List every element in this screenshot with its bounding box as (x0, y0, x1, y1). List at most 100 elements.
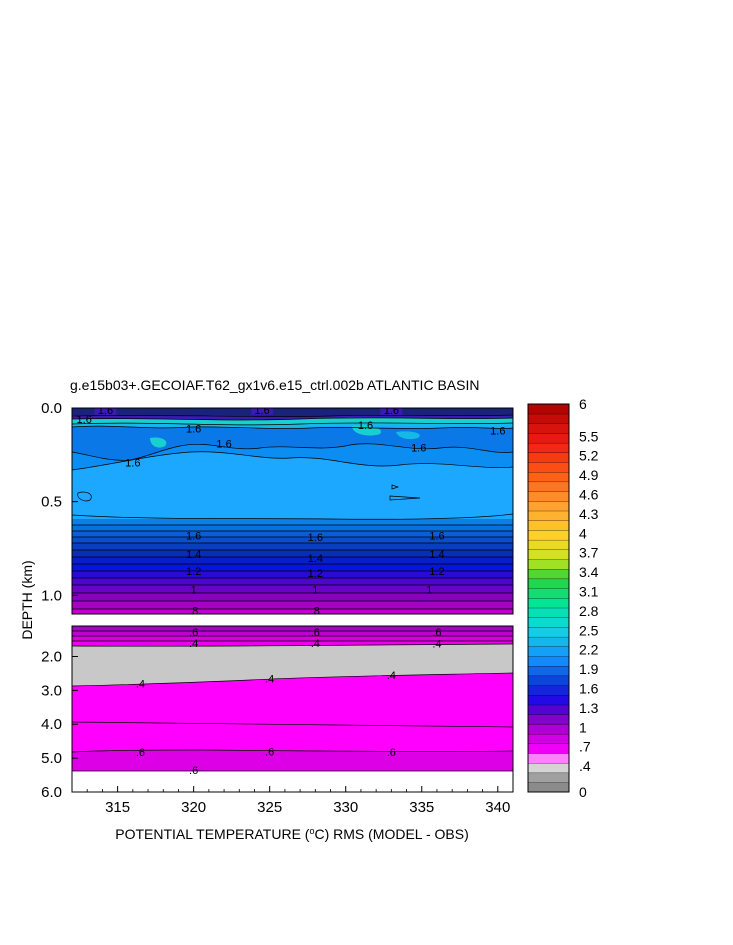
lower-panel: .6.6.6.4.4.4.4.4.4.6.6.6.6 (72, 626, 513, 792)
colorbar-swatch (527, 462, 570, 473)
band-1.55 (72, 531, 513, 537)
y-tick-label: 1.0 (41, 587, 62, 604)
colorbar-swatch (527, 491, 570, 502)
colorbar-swatch (527, 423, 570, 434)
lower-panel-frame (71, 625, 514, 793)
contour-label: 1.6 (308, 532, 323, 544)
colorbar-swatch (527, 743, 570, 754)
upper-panel: 1.6 1.6 1.6 1.6 1.6 1.6 1.6 1.6 1.6 1.6 1.6 1.6 1.6 1… (72, 405, 513, 614)
colorbar-swatch (527, 723, 570, 735)
colorbar-swatch (527, 403, 570, 415)
y-tick-label: 5.0 (41, 750, 62, 767)
colorbar-swatch (527, 578, 570, 589)
contour-label: 1 (191, 585, 197, 597)
band-1.45 (72, 543, 513, 550)
colorbar-label: 1.9 (579, 661, 599, 677)
contour-label: .4 (189, 638, 198, 650)
contour-label: .6 (432, 627, 441, 639)
band-0.6 (72, 636, 513, 641)
band-0.4-gray (72, 644, 513, 686)
colorbar-swatch (527, 694, 570, 706)
colorbar-label: 2.8 (579, 603, 599, 619)
band-1.6 (72, 525, 513, 531)
contour-label: 1.6 (490, 425, 505, 437)
colorbar-swatch (527, 762, 570, 774)
band-1.2 (72, 564, 513, 571)
band-0.7 (72, 626, 513, 631)
x-axis-label: POTENTIAL TEMPERATURE (oC) RMS (MODEL - … (115, 826, 469, 842)
colorbar-label: 5.2 (579, 448, 599, 464)
colorbar-swatch (527, 529, 570, 541)
x-tick-label: 330 (333, 799, 358, 816)
colorbar-swatch (527, 782, 570, 793)
band-0.9 (72, 601, 513, 609)
contour-label: 1.6 (98, 405, 113, 417)
colorbar-swatch (527, 413, 570, 424)
colorbar-label: 3.7 (579, 545, 599, 561)
colorbar-label: 2.5 (579, 622, 599, 638)
colorbar-label: 1 (579, 719, 587, 735)
colorbar-label: 0 (579, 784, 587, 800)
colorbar-swatch (527, 607, 570, 618)
contour-label: 1.6 (186, 530, 201, 542)
colorbar-swatch (527, 665, 570, 677)
contour-label: .4 (136, 679, 145, 691)
colorbar-swatch (527, 656, 570, 667)
band-0.6-deep (72, 750, 513, 771)
contour-label: .6 (189, 765, 198, 777)
colorbar-swatch (527, 568, 570, 580)
lower-contour-lines (72, 630, 513, 772)
y-tick-label: 3.0 (41, 682, 62, 699)
zone-1.6-transition (72, 443, 513, 470)
x-axis: 315 320 325 330 335 340 (71, 786, 514, 816)
upper-contour-lines (72, 414, 513, 610)
band-0.5-magenta (72, 673, 513, 752)
y-axis-lower: 2.0 3.0 4.0 5.0 6.0 (41, 648, 78, 801)
upper-contour-labels: 1.6 1.6 1.6 1.6 1.6 1.6 1.6 1.6 1.6 1.6 1.6 1.6 1.6 1… (77, 405, 505, 614)
colorbar-swatch (527, 675, 570, 686)
band-1.0 (72, 585, 513, 593)
colorbar-label: 4.3 (579, 506, 599, 522)
contour-label: .6 (136, 747, 145, 759)
colorbar-label: .4 (579, 758, 591, 774)
contour-label: 1.2 (186, 566, 201, 578)
chart-title: g.e15b03+.GECOIAF.T62_gx1v6.e15_ctrl.002… (70, 377, 479, 393)
colorbar-swatch (527, 714, 570, 725)
band-0.95 (72, 593, 513, 601)
contour-label: .6 (189, 627, 198, 639)
contour-label: .4 (311, 638, 320, 650)
band-0.5 (72, 641, 513, 646)
contour-label-bg (380, 408, 403, 415)
contour-label: 1.4 (308, 553, 323, 565)
colorbar-swatch (527, 704, 570, 715)
colorbar-swatch (527, 646, 570, 657)
contour-label: 1.6 (358, 420, 373, 432)
colorbar-swatch (527, 772, 570, 783)
colorbar-swatch (527, 617, 570, 628)
contour-label: 1.6 (216, 439, 231, 451)
band-1.15 (72, 571, 513, 578)
y-tick-label: 0.5 (41, 494, 62, 511)
colorbar-label: 3.4 (579, 564, 599, 580)
x-tick-label: 335 (409, 799, 434, 816)
x-tick-label: 340 (485, 799, 510, 816)
band-1.3 (72, 557, 513, 564)
colorbar-label: 4.6 (579, 487, 599, 503)
colorbar-label: 4.9 (579, 467, 599, 483)
colorbar-swatch (527, 452, 570, 463)
contour-label: 1.6 (186, 424, 201, 436)
x-tick-label: 320 (181, 799, 206, 816)
colorbar-swatch (527, 510, 570, 521)
surface-cell-cyan (150, 437, 167, 448)
contour-label-bg (251, 408, 274, 415)
contour-label: .6 (387, 747, 396, 759)
contour-label: 1.6 (254, 405, 269, 417)
contour-label: .4 (265, 674, 274, 686)
colorbar-swatch (527, 626, 570, 638)
contour-label: .4 (432, 639, 441, 651)
colorbar-swatch (527, 539, 570, 550)
contour-label: .4 (387, 670, 396, 682)
contour-label: 1 (426, 585, 432, 597)
colorbar-swatch (527, 442, 570, 453)
